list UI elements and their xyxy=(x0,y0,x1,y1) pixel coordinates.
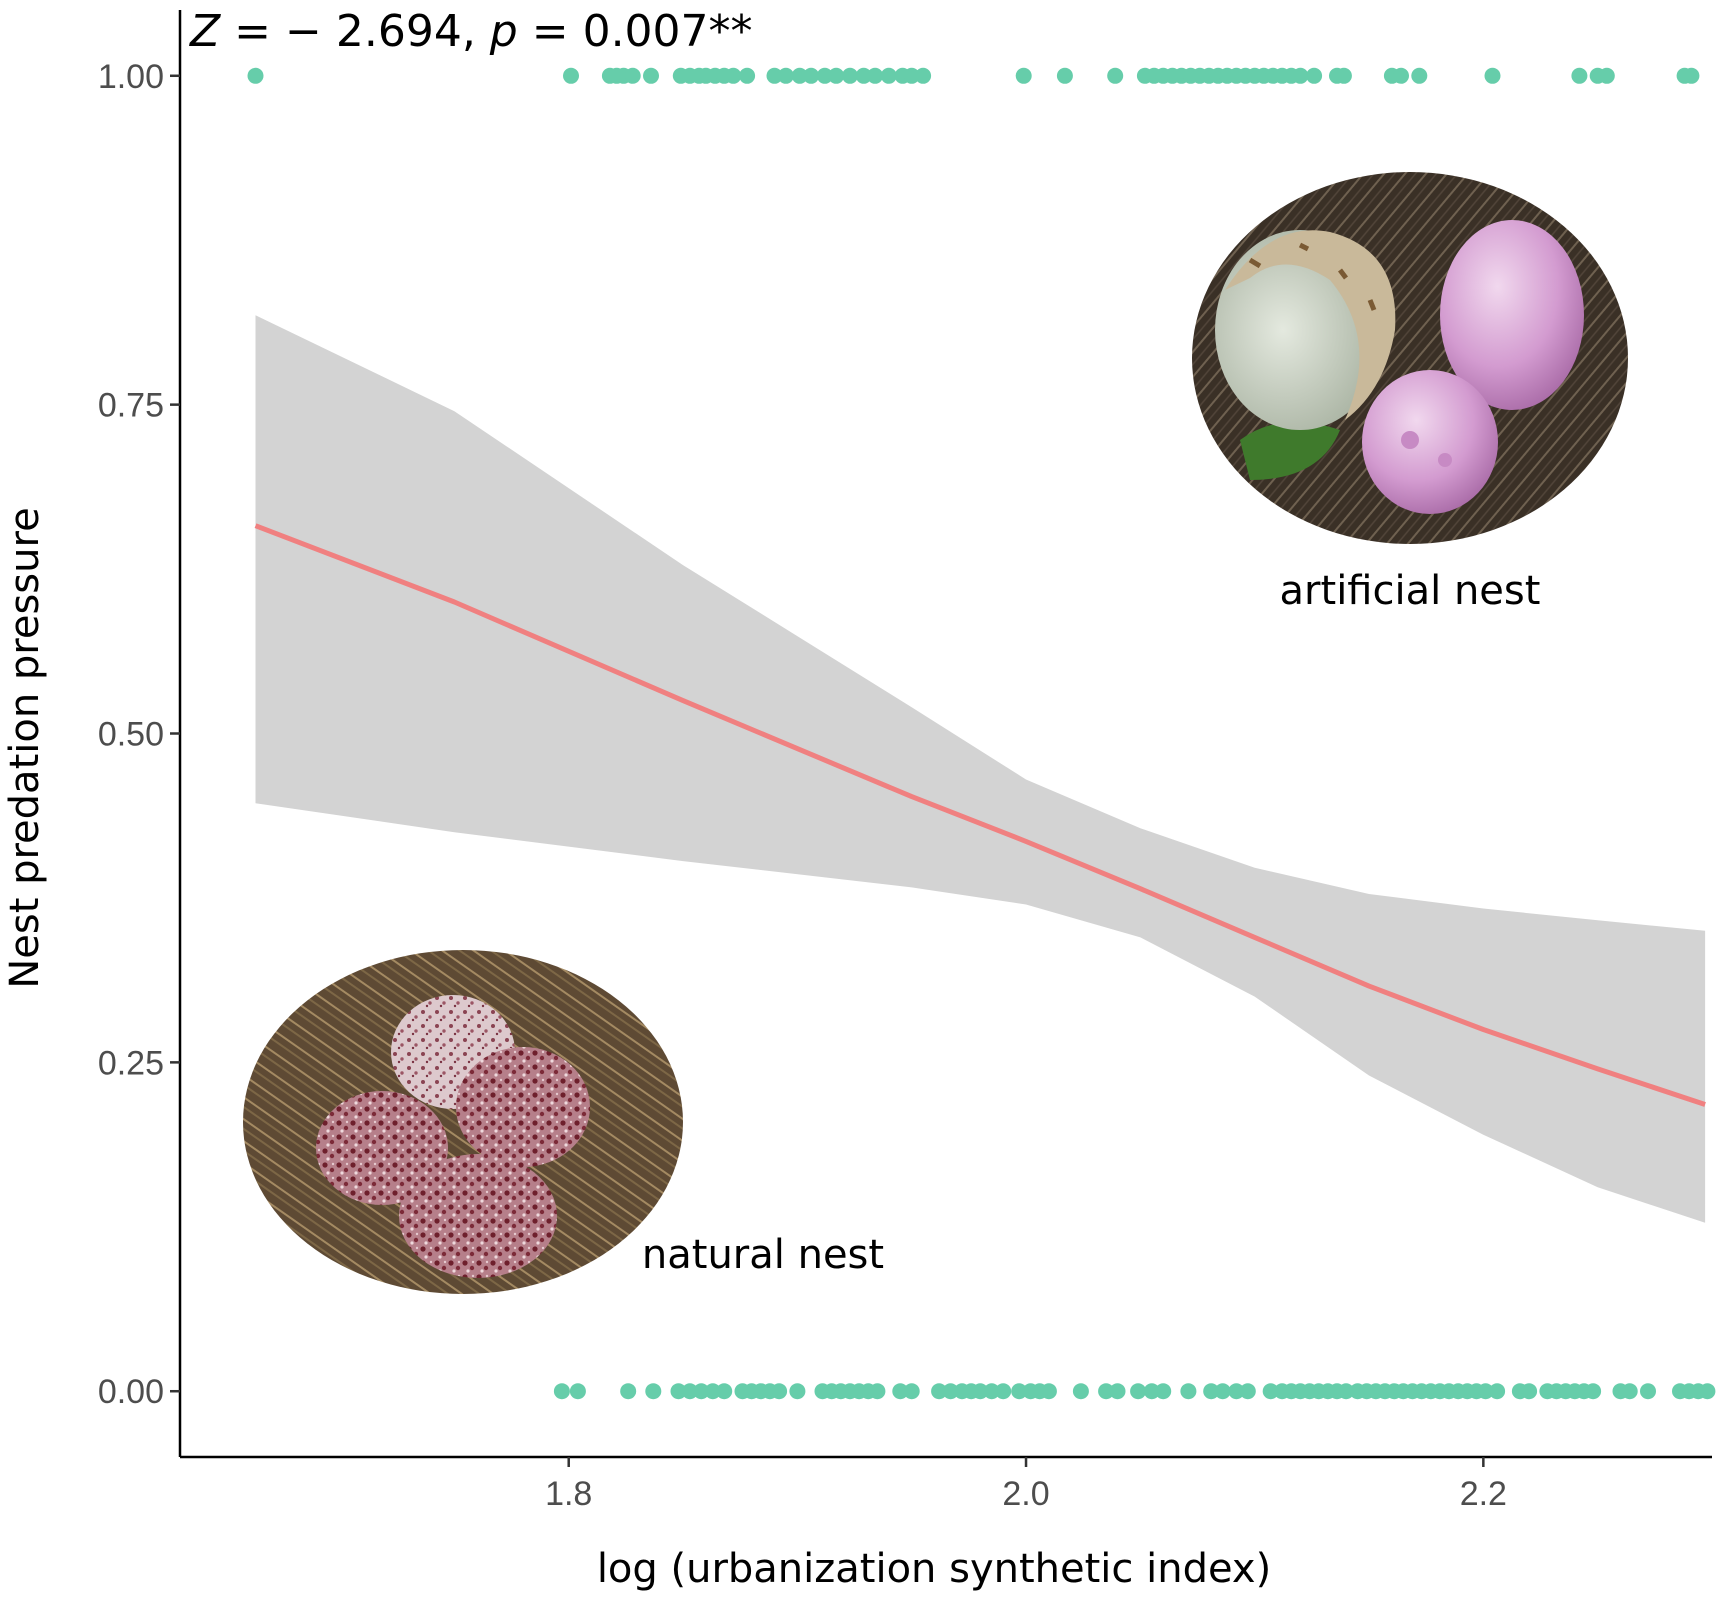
data-point xyxy=(620,1383,637,1400)
confidence-band xyxy=(255,315,1706,1223)
data-point xyxy=(670,1383,687,1400)
data-point xyxy=(803,67,820,84)
data-point xyxy=(681,1383,698,1400)
data-point xyxy=(828,67,845,84)
data-point xyxy=(869,1383,886,1400)
data-point xyxy=(739,67,756,84)
data-point xyxy=(716,1383,733,1400)
data-point xyxy=(1683,67,1700,84)
data-point xyxy=(1239,1383,1256,1400)
data-point xyxy=(1130,1383,1147,1400)
data-point xyxy=(1338,1383,1355,1400)
data-point xyxy=(789,1383,806,1400)
artificial-nest-label: artificial nest xyxy=(1280,568,1541,614)
data-point xyxy=(1040,1383,1057,1400)
y-tick-label: 1.00 xyxy=(98,58,164,96)
data-point xyxy=(247,67,264,84)
data-point xyxy=(1180,1383,1197,1400)
data-point xyxy=(1011,1383,1028,1400)
data-point xyxy=(645,1383,662,1400)
stats-annotation: Z = − 2.694, p = 0.007** xyxy=(189,6,753,57)
data-point xyxy=(791,67,808,84)
data-point xyxy=(693,1383,710,1400)
data-point xyxy=(1640,1383,1656,1400)
y-tick-label: 0.25 xyxy=(98,1044,164,1082)
fitted-line xyxy=(254,523,1706,1107)
data-point xyxy=(1306,67,1323,84)
data-point xyxy=(563,67,579,84)
y-tick-label: 0.50 xyxy=(98,716,164,754)
data-point xyxy=(1015,67,1032,84)
data-point xyxy=(643,67,659,84)
x-axis-title: log (urbanization synthetic index) xyxy=(597,1546,1271,1592)
data-point xyxy=(1143,1383,1160,1400)
natural-nest-photo xyxy=(243,950,683,1294)
z-value: = − 2.694, xyxy=(220,6,490,57)
data-point xyxy=(915,67,932,84)
data-point xyxy=(725,67,742,84)
data-point xyxy=(1571,67,1588,84)
natural-nest-label: natural nest xyxy=(642,1232,884,1278)
data-point xyxy=(903,67,920,84)
data-point xyxy=(1621,1383,1638,1400)
data-point xyxy=(880,67,897,84)
data-point xyxy=(1699,1383,1716,1400)
y-tick-label: 0.00 xyxy=(98,1373,164,1411)
data-point xyxy=(903,1383,920,1400)
p-symbol: p xyxy=(489,6,518,57)
data-point xyxy=(1292,67,1309,84)
data-point xyxy=(1098,1383,1115,1400)
x-tick-label: 2.2 xyxy=(1460,1475,1507,1513)
data-point xyxy=(569,1383,586,1400)
data-point xyxy=(1477,1383,1494,1400)
data-point xyxy=(1214,1383,1231,1400)
data-point xyxy=(1484,67,1501,84)
data-point xyxy=(816,67,833,84)
data-point xyxy=(704,1383,721,1400)
data-point xyxy=(931,1383,948,1400)
x-tick-label: 1.8 xyxy=(545,1475,592,1513)
data-point xyxy=(766,67,783,84)
data-point xyxy=(1585,1383,1602,1400)
data-point xyxy=(1228,1383,1245,1400)
data-point xyxy=(1411,67,1428,84)
data-point xyxy=(1598,67,1615,84)
p-value: = 0.007** xyxy=(518,6,753,57)
data-point xyxy=(771,1383,788,1400)
data-point xyxy=(1489,1383,1506,1400)
artificial-nest-photo xyxy=(1192,172,1628,544)
data-point xyxy=(855,67,872,84)
data-point xyxy=(983,1383,1000,1400)
data-point xyxy=(1155,1383,1172,1400)
data-point xyxy=(1393,67,1409,84)
data-point xyxy=(867,67,884,84)
data-point xyxy=(1203,1383,1220,1400)
data-point xyxy=(892,1383,909,1400)
x-tick-label: 2.0 xyxy=(1002,1475,1049,1513)
data-point xyxy=(1056,67,1073,84)
data-point xyxy=(942,1383,959,1400)
data-point xyxy=(1072,1383,1089,1400)
y-axis-title: Nest predation pressure xyxy=(2,507,48,988)
data-point xyxy=(777,67,794,84)
y-tick-label: 0.75 xyxy=(98,387,164,425)
data-point xyxy=(995,1383,1012,1400)
data-point xyxy=(1335,67,1352,84)
data-point xyxy=(1107,67,1124,84)
data-point xyxy=(624,67,641,84)
data-point xyxy=(972,1383,989,1400)
data-point xyxy=(553,1383,570,1400)
data-point xyxy=(1521,1383,1538,1400)
data-point xyxy=(1109,1383,1126,1400)
z-symbol: Z xyxy=(189,6,221,57)
data-point xyxy=(842,67,858,84)
data-point xyxy=(1262,1383,1279,1400)
